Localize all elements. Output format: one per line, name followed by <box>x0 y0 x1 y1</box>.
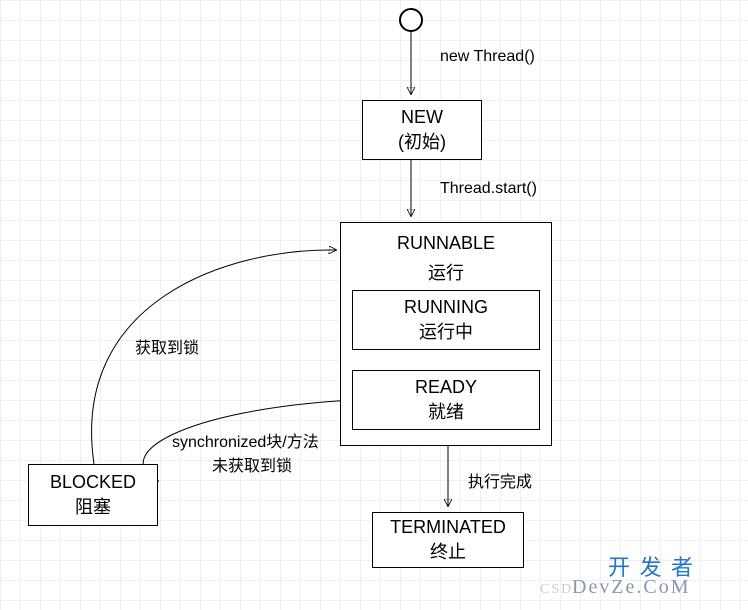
node-terminated-sub: 终止 <box>430 538 466 564</box>
node-new-title: NEW <box>401 107 443 128</box>
node-blocked: BLOCKED 阻塞 <box>28 464 158 526</box>
node-running-sub: 运行中 <box>419 318 473 344</box>
node-new: NEW (初始) <box>362 100 482 160</box>
node-blocked-sub: 阻塞 <box>75 493 111 519</box>
node-ready-sub: 就绪 <box>428 398 464 424</box>
node-running: RUNNING 运行中 <box>352 290 540 350</box>
watermark-csdn: CSD <box>540 582 573 598</box>
node-new-sub: (初始) <box>398 128 446 154</box>
node-ready: READY 就绪 <box>352 370 540 430</box>
edge-label-0: new Thread() <box>440 48 535 66</box>
node-running-title: RUNNING <box>404 297 488 318</box>
node-terminated: TERMINATED 终止 <box>372 512 524 568</box>
node-ready-title: READY <box>415 377 477 398</box>
start-node <box>399 8 423 32</box>
edge-label-7: 执行完成 <box>468 468 532 492</box>
node-runnable-title: RUNNABLE <box>341 233 551 254</box>
watermark-en: DevZe.CoM <box>572 576 691 599</box>
edge-label-4: synchronized块/方法 <box>172 428 319 452</box>
edge-label-6: 获取到锁 <box>135 334 199 358</box>
node-runnable-sub: 运行 <box>341 259 551 285</box>
node-terminated-title: TERMINATED <box>390 517 506 538</box>
diagram-canvas: NEW (初始) RUNNABLE 运行 RUNNING 运行中 READY 就… <box>0 0 748 610</box>
edge-label-5: 未获取到锁 <box>212 452 292 476</box>
node-blocked-title: BLOCKED <box>50 472 136 493</box>
edge-label-1: Thread.start() <box>440 180 537 198</box>
